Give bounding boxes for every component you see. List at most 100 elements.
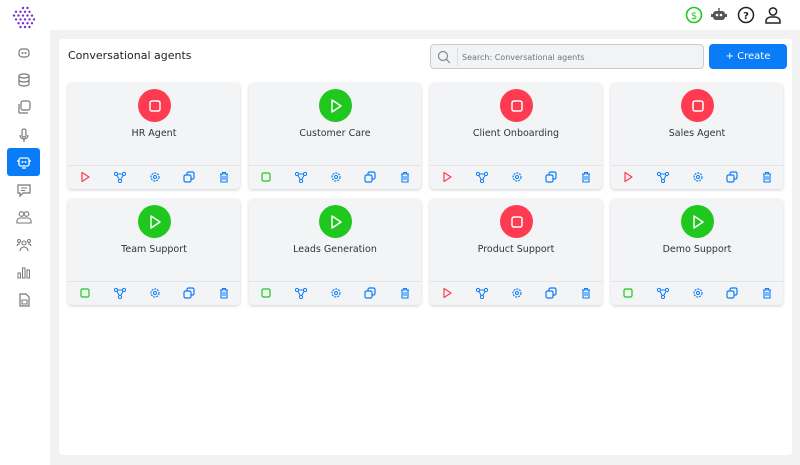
microphone-icon	[18, 127, 29, 142]
flow-icon[interactable]	[476, 287, 488, 299]
duplicate-icon[interactable]	[364, 287, 376, 299]
duplicate-icon[interactable]	[364, 171, 376, 183]
running-status-button[interactable]	[681, 205, 714, 238]
sidebar-item-database[interactable]	[7, 66, 40, 94]
stop-icon	[148, 99, 161, 112]
agent-card[interactable]: Client Onboarding	[430, 83, 602, 189]
flow-icon[interactable]	[657, 287, 669, 299]
trash-icon[interactable]	[218, 287, 230, 299]
stop-icon	[691, 99, 704, 112]
gear-icon[interactable]	[511, 287, 523, 299]
search-input[interactable]	[457, 48, 697, 66]
running-status-button[interactable]	[319, 89, 352, 122]
bar-chart-icon	[17, 267, 30, 279]
divider	[249, 281, 421, 282]
trash-icon[interactable]	[399, 171, 411, 183]
agent-card[interactable]: Customer Care	[249, 83, 421, 189]
sidebar-item-chat[interactable]	[7, 176, 40, 204]
agent-card[interactable]: Demo Support	[611, 199, 783, 305]
stopped-status-button[interactable]	[500, 205, 533, 238]
flow-icon[interactable]	[114, 287, 126, 299]
copy-icon	[17, 100, 31, 114]
duplicate-icon[interactable]	[545, 171, 557, 183]
team-icon	[15, 238, 32, 251]
agent-name: Leads Generation	[293, 244, 377, 255]
play-icon[interactable]	[79, 171, 91, 183]
running-status-button[interactable]	[138, 205, 171, 238]
play-icon	[149, 214, 161, 229]
topbar: $ ?	[50, 0, 800, 30]
play-icon[interactable]	[622, 171, 634, 183]
stopped-status-button[interactable]	[500, 89, 533, 122]
gear-icon[interactable]	[330, 171, 342, 183]
users-icon	[15, 211, 32, 224]
sidebar-item-team[interactable]	[7, 231, 40, 259]
stop-icon	[510, 99, 523, 112]
flow-icon[interactable]	[114, 171, 126, 183]
stop-icon[interactable]	[79, 287, 91, 299]
flow-icon[interactable]	[295, 171, 307, 183]
sidebar-item-users[interactable]	[7, 203, 40, 231]
agent-name: Client Onboarding	[472, 128, 560, 139]
play-icon[interactable]	[441, 287, 453, 299]
sidebar-item-document[interactable]	[7, 286, 40, 314]
help-icon[interactable]: ?	[736, 5, 756, 25]
stop-icon[interactable]	[260, 171, 272, 183]
divider	[611, 165, 783, 166]
agent-name: Team Support	[121, 244, 187, 255]
user-icon[interactable]	[763, 5, 783, 25]
agent-name: Sales Agent	[668, 128, 726, 139]
sidebar-item-copy[interactable]	[7, 93, 40, 121]
database-icon	[17, 72, 30, 87]
trash-icon[interactable]	[761, 287, 773, 299]
sidebar-item-bot[interactable]	[7, 38, 40, 66]
agent-name: Product Support	[477, 244, 555, 255]
gear-icon[interactable]	[330, 287, 342, 299]
agent-name: Demo Support	[662, 244, 732, 255]
dollar-icon[interactable]: $	[684, 5, 704, 25]
gear-icon[interactable]	[511, 171, 523, 183]
agent-card[interactable]: Product Support	[430, 199, 602, 305]
stop-icon[interactable]	[622, 287, 634, 299]
sidebar-item-agent-chip[interactable]	[7, 148, 40, 176]
flow-icon[interactable]	[295, 287, 307, 299]
trash-icon[interactable]	[218, 171, 230, 183]
trash-icon[interactable]	[399, 287, 411, 299]
trash-icon[interactable]	[761, 171, 773, 183]
gear-icon[interactable]	[149, 171, 161, 183]
search-box[interactable]	[430, 44, 704, 69]
duplicate-icon[interactable]	[183, 171, 195, 183]
agent-card[interactable]: Leads Generation	[249, 199, 421, 305]
agent-card[interactable]: Sales Agent	[611, 83, 783, 189]
duplicate-icon[interactable]	[545, 287, 557, 299]
bot-icon[interactable]	[709, 5, 729, 25]
gear-icon[interactable]	[692, 171, 704, 183]
divider	[430, 281, 602, 282]
flow-icon[interactable]	[657, 171, 669, 183]
stop-icon	[510, 215, 523, 228]
gear-icon[interactable]	[692, 287, 704, 299]
search-icon	[437, 50, 451, 64]
agent-card[interactable]: Team Support	[68, 199, 240, 305]
duplicate-icon[interactable]	[726, 171, 738, 183]
agent-card[interactable]: HR Agent	[68, 83, 240, 189]
agent-chip-icon	[16, 157, 31, 169]
stopped-status-button[interactable]	[681, 89, 714, 122]
sidebar-item-bar-chart[interactable]	[7, 258, 40, 286]
play-icon	[330, 98, 342, 113]
divider	[68, 165, 240, 166]
duplicate-icon[interactable]	[183, 287, 195, 299]
logo	[12, 6, 36, 29]
trash-icon[interactable]	[580, 287, 592, 299]
play-icon[interactable]	[441, 171, 453, 183]
gear-icon[interactable]	[149, 287, 161, 299]
trash-icon[interactable]	[580, 171, 592, 183]
stopped-status-button[interactable]	[138, 89, 171, 122]
stop-icon[interactable]	[260, 287, 272, 299]
create-button[interactable]: + Create	[709, 44, 787, 69]
flow-icon[interactable]	[476, 171, 488, 183]
svg-text:?: ?	[743, 11, 749, 22]
duplicate-icon[interactable]	[726, 287, 738, 299]
sidebar-item-microphone[interactable]	[7, 121, 40, 149]
running-status-button[interactable]	[319, 205, 352, 238]
